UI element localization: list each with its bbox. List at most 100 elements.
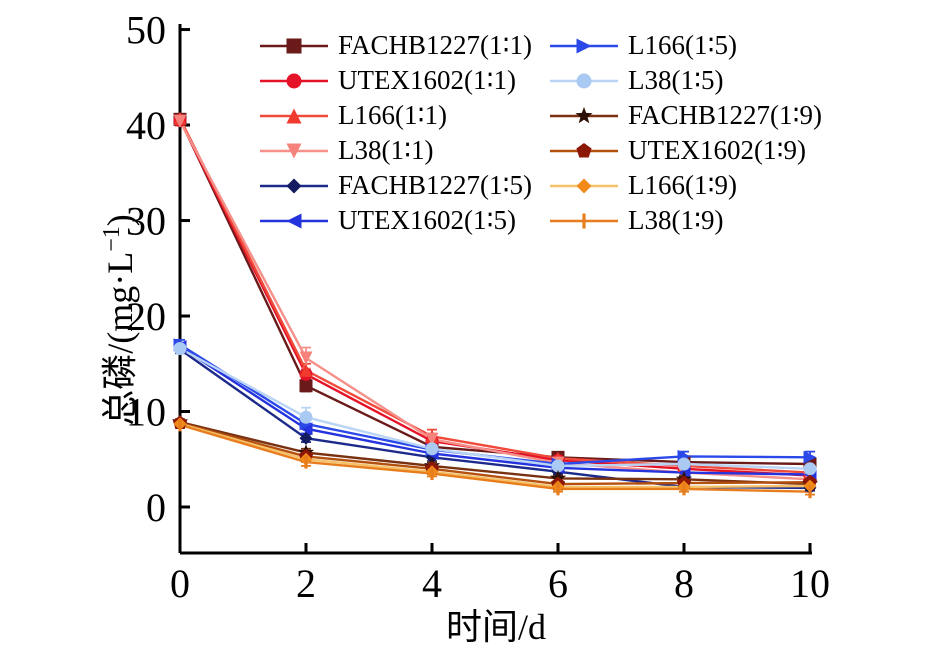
legend-label: UTEX1602(1∶9) [628,135,806,165]
series-marker [286,213,302,228]
legend-item-l38-1-5: L38(1∶5) [548,63,822,98]
y-tick-label: 0 [146,485,166,530]
legend-label: L166(1∶5) [628,30,738,60]
y-axis-title-superscript: −1 [99,226,125,252]
legend-key-icon [260,178,328,193]
legend-key-icon [550,106,618,123]
y-tick-label: 10 [126,390,166,435]
series-marker [430,467,434,481]
legend-item-utex1602-1-9: UTEX1602(1∶9) [548,133,822,168]
legend-item-fachb1227-1-1: FACHB1227(1∶1) [258,28,532,63]
x-axis-title: 时间/d [445,607,547,647]
y-tick-label: 50 [126,8,166,53]
legend-label: L38(1∶5) [628,65,724,95]
series-marker [682,482,686,496]
legend-key-icon [550,38,618,53]
series-marker [556,482,560,496]
series-line-11 [179,423,811,493]
series-line-10 [179,422,811,489]
y-axis-title-close-paren: ) [100,214,140,227]
series-marker [425,442,439,456]
series-marker [576,38,592,53]
series-line-5 [179,345,811,476]
legend-item-l166-1-5: L166(1∶5) [548,28,822,63]
legend-key-icon [550,213,618,228]
legend-key-icon [260,38,328,53]
legend-item-fachb1227-1-5: FACHB1227(1∶5) [258,168,532,203]
series-marker [299,351,313,365]
legend-label: FACHB1227(1∶1) [338,30,533,60]
series-errorbars-7 [175,343,815,474]
series-marker [803,450,817,464]
series-marker [304,455,308,469]
legend-item-l38-1-1: L38(1∶1) [258,133,532,168]
legend-item-utex1602-1-1: UTEX1602(1∶1) [258,63,532,98]
series-marker [299,431,313,445]
series-marker [286,38,302,53]
legend-label: L166(1∶1) [338,100,448,130]
series-errorbars-4 [175,344,815,492]
series-markers-11 [178,418,812,499]
legend-item-l166-1-1: L166(1∶1) [258,98,532,133]
series-marker [808,485,812,499]
series-marker [286,143,302,158]
y-tick-label: 40 [126,103,166,148]
legend-key-icon [260,73,328,88]
legend-label: L38(1∶9) [628,205,724,235]
legend-key-icon [260,143,328,158]
series-marker [286,108,302,123]
legend-column-1: FACHB1227(1∶1) UTEX1602(1∶1) L166(1∶1) L38(… [258,28,532,238]
x-tick-label: 4 [422,561,442,606]
legend-label: FACHB1227(1∶5) [338,170,533,200]
series-marker [173,114,187,128]
series-marker [803,462,817,476]
series-marker [173,341,187,355]
legend-item-l38-1-9: L38(1∶9) [548,203,822,238]
legend-label: UTEX1602(1∶1) [338,65,516,95]
y-axis-title: 总磷/(mg·L−1) [91,214,143,426]
legend-label: L166(1∶9) [628,170,738,200]
legend-key-icon [260,213,328,228]
series-marker [677,457,691,471]
series-marker [178,418,182,432]
legend-key-icon [550,178,618,193]
y-tick-label: 30 [126,199,166,244]
series-line-7 [179,347,811,470]
x-tick-label: 2 [296,561,316,606]
legend-label: UTEX1602(1∶5) [338,205,516,235]
legend-column-2: L166(1∶5) L38(1∶5) FACHB1227(1∶9) UTEX1602(… [548,28,822,238]
series-marker [299,363,313,377]
legend-key-icon [550,142,618,157]
series-marker [425,432,439,446]
series-line-9 [179,421,811,486]
series-line-2 [178,117,811,474]
legend-key-icon [550,73,618,88]
y-tick-label: 20 [126,294,166,339]
x-tick-label: 0 [170,561,190,606]
legend-item-l166-1-9: L166(1∶9) [548,168,822,203]
x-tick-label: 10 [790,561,830,606]
series-marker [576,73,592,88]
legend-item-fachb1227-1-9: FACHB1227(1∶9) [548,98,822,133]
series-marker [286,178,302,193]
series-marker [576,178,592,193]
series-marker [576,142,592,157]
y-axis-title-text: 总磷/(mg·L [100,251,140,426]
series-marker [299,410,313,424]
legend-label: FACHB1227(1∶9) [628,100,823,130]
series-marker [299,379,313,393]
legend-key-icon [260,108,328,123]
x-tick-label: 8 [674,561,694,606]
series-markers-7 [173,341,817,476]
series-line-8 [179,420,811,486]
x-tick-label: 6 [548,561,568,606]
series-marker [286,73,302,88]
legend-label: L38(1∶1) [338,135,434,165]
axes: 0 10 20 30 40 50 0 2 4 6 8 10 [126,8,830,606]
series-marker [582,213,586,228]
series-marker [575,106,593,123]
legend-item-utex1602-1-5: UTEX1602(1∶5) [258,203,532,238]
series-marker [551,459,565,473]
